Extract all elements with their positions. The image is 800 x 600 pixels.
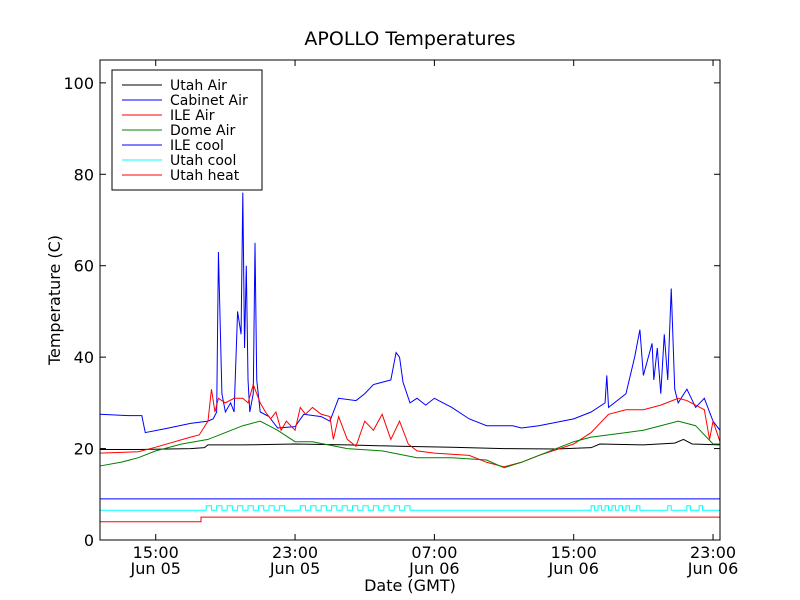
legend-label-ile-cool: ILE cool xyxy=(170,138,224,154)
x-tick-label-date: Jun 05 xyxy=(130,559,181,578)
y-tick-label: 60 xyxy=(74,257,94,276)
x-tick-label-date: Jun 06 xyxy=(408,559,459,578)
x-tick-label-date: Jun 06 xyxy=(547,559,598,578)
x-tick-label-time: 15:00 xyxy=(551,543,597,562)
series-layer xyxy=(99,192,721,523)
x-tick-label-time: 07:00 xyxy=(411,543,457,562)
y-axis-label: Temperature (C) xyxy=(45,235,64,366)
x-axis-label: Date (GMT) xyxy=(364,576,456,595)
legend-label-utah-cool: Utah cool xyxy=(170,153,236,169)
legend-label-dome-air: Dome Air xyxy=(170,123,236,139)
x-tick-label-time: 23:00 xyxy=(272,543,318,562)
y-tick-label: 20 xyxy=(74,440,94,459)
x-tick-label-time: 23:00 xyxy=(690,543,736,562)
x-tick-label-date: Jun 05 xyxy=(269,559,320,578)
legend-label-cabinet-air: Cabinet Air xyxy=(170,93,248,109)
y-tick-label: 40 xyxy=(74,348,94,367)
series-line-cabinet-air xyxy=(99,192,721,434)
series-line-utah-heat xyxy=(100,516,720,523)
series-line-utah-cool xyxy=(100,505,720,511)
chart-title: APOLLO Temperatures xyxy=(304,28,515,50)
y-tick-label: 0 xyxy=(84,531,94,550)
y-tick-label: 100 xyxy=(63,74,94,93)
x-tick-label-time: 15:00 xyxy=(133,543,179,562)
legend-label-utah-air: Utah Air xyxy=(170,78,227,94)
plot-frame xyxy=(99,59,721,541)
series-line-dome-air xyxy=(99,420,720,469)
legend-label-ile-air: ILE Air xyxy=(170,108,215,124)
legend-label-utah-heat: Utah heat xyxy=(170,168,240,184)
series-line-utah-air xyxy=(100,438,721,450)
x-tick-label-date: Jun 06 xyxy=(687,559,738,578)
series-line-ile-air xyxy=(99,382,721,468)
y-tick-label: 80 xyxy=(74,165,94,184)
